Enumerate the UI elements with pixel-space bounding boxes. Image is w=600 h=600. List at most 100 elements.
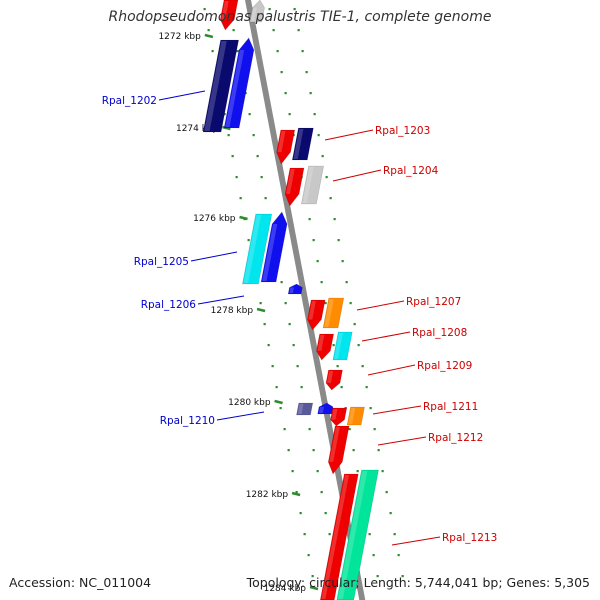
guide-dot — [291, 470, 294, 473]
guide-dot — [283, 428, 286, 431]
gene-arrow-body — [242, 213, 273, 285]
kbp-tick-mark — [204, 33, 214, 39]
guide-dot — [320, 491, 323, 494]
guide-dot — [207, 29, 210, 32]
guide-dot — [311, 575, 314, 578]
gene-arrow[interactable] — [223, 37, 256, 129]
gene-arrow[interactable] — [301, 165, 324, 205]
guide-dot — [259, 302, 262, 305]
gene-label[interactable]: Rpal_1204 — [383, 165, 439, 177]
guide-dot — [357, 344, 360, 347]
gene-arrow-body — [336, 469, 379, 600]
guide-dot — [401, 575, 404, 578]
gene-arrow[interactable] — [319, 473, 359, 600]
guide-dot — [293, 8, 296, 11]
gene-arrow[interactable] — [287, 283, 303, 295]
guide-dot — [316, 260, 319, 263]
guide-dot — [368, 533, 371, 536]
gene-arrow[interactable] — [260, 211, 289, 283]
guide-dot — [292, 344, 295, 347]
gene-label[interactable]: Rpal_1202 — [102, 95, 157, 107]
guide-dot — [271, 365, 274, 368]
guide-dot — [252, 134, 255, 137]
gene-arrow[interactable] — [305, 299, 326, 331]
gene-arrow[interactable] — [296, 402, 314, 416]
gene-leader-line — [324, 129, 374, 141]
gene-arrow[interactable] — [336, 469, 379, 600]
gene-arrow[interactable] — [242, 213, 273, 285]
guide-dot — [227, 134, 230, 137]
kbp-tick-label: 1272 kbp — [158, 32, 201, 42]
gene-arrow[interactable] — [249, 0, 266, 23]
gene-arrow-shine — [250, 7, 257, 21]
kbp-tick-label: 1282 kbp — [246, 490, 289, 500]
guide-dot — [264, 197, 267, 200]
guide-dot — [324, 512, 327, 515]
map-title: Rhodopseudomonas palustris TIE-1, comple… — [108, 9, 492, 25]
gene-label[interactable]: Rpal_1207 — [406, 296, 461, 308]
gene-leader-line — [391, 536, 441, 546]
guide-dot — [393, 533, 396, 536]
gene-label[interactable]: Rpal_1206 — [141, 299, 197, 311]
kbp-tick-label: 1284 kbp — [264, 584, 307, 594]
kbp-ticks: 1272 kbp 1274 kbp 1276 kbp 1278 kbp 1280 kbp… — [158, 32, 319, 594]
guide-dot — [397, 554, 400, 557]
guide-dot — [248, 113, 251, 116]
gene-arrow[interactable] — [315, 333, 334, 361]
guide-dot — [260, 176, 263, 179]
gene-arrow[interactable] — [326, 425, 350, 475]
gene-label[interactable]: Rpal_1205 — [134, 256, 189, 268]
guide-dot — [288, 113, 291, 116]
gene-arrow-body — [284, 167, 305, 207]
guide-dot — [272, 29, 275, 32]
gene-arrow[interactable] — [274, 129, 296, 165]
accession-text: Accession: NC_011004 — [9, 575, 152, 590]
guide-dot — [317, 134, 320, 137]
guide-dot — [301, 50, 304, 53]
guide-dot — [268, 8, 271, 11]
gene-arrow[interactable] — [332, 331, 353, 361]
guide-dot — [385, 491, 388, 494]
guide-dot — [296, 365, 299, 368]
guide-dot — [316, 470, 319, 473]
gene-arrow[interactable] — [346, 406, 365, 426]
kbp-tick-label: 1274 kbp — [176, 124, 219, 134]
guide-dot — [321, 155, 324, 158]
kbp-tick-label: 1276 kbp — [193, 214, 236, 224]
gene-arrow-shine — [204, 41, 227, 131]
gene-arrow[interactable] — [329, 407, 348, 427]
gene-label[interactable]: Rpal_1203 — [375, 125, 430, 137]
gene-label[interactable]: Rpal_1210 — [160, 415, 215, 427]
gene-label[interactable]: Rpal_1209 — [417, 360, 472, 372]
gene-label[interactable]: Rpal_1213 — [442, 532, 497, 544]
guide-dot — [295, 491, 298, 494]
kbp-tick-mark — [309, 585, 319, 591]
gene-arrow-shine — [321, 475, 350, 599]
gene-arrow[interactable] — [218, 0, 239, 31]
gene-arrow[interactable] — [291, 127, 314, 161]
guide-dot — [279, 407, 282, 410]
gene-arrow[interactable] — [322, 297, 345, 329]
guide-dot — [328, 533, 331, 536]
guide-dot — [333, 218, 336, 221]
kbp-tick-mark — [274, 399, 283, 405]
guide-dot — [376, 575, 379, 578]
gene-label[interactable]: Rpal_1212 — [428, 432, 483, 444]
gene-label[interactable]: Rpal_1208 — [412, 327, 467, 339]
gene-arrow-shine — [277, 131, 286, 153]
gene-arrow[interactable] — [202, 39, 239, 133]
gene-arrow[interactable] — [317, 402, 334, 415]
gene-label[interactable]: Rpal_1211 — [423, 401, 478, 413]
gene-arrow-shine — [302, 167, 314, 203]
gene-arrow-body — [330, 407, 348, 427]
guide-dot — [332, 344, 335, 347]
guide-dot — [352, 449, 355, 452]
gene-arrow[interactable] — [283, 167, 305, 207]
gene-leader-line — [372, 405, 422, 415]
guide-dot — [267, 344, 270, 347]
gene-leader-line — [158, 90, 206, 101]
gene-arrow-shine — [297, 404, 304, 414]
gene-arrow[interactable] — [325, 369, 343, 391]
gene-arrow-body — [346, 406, 365, 426]
